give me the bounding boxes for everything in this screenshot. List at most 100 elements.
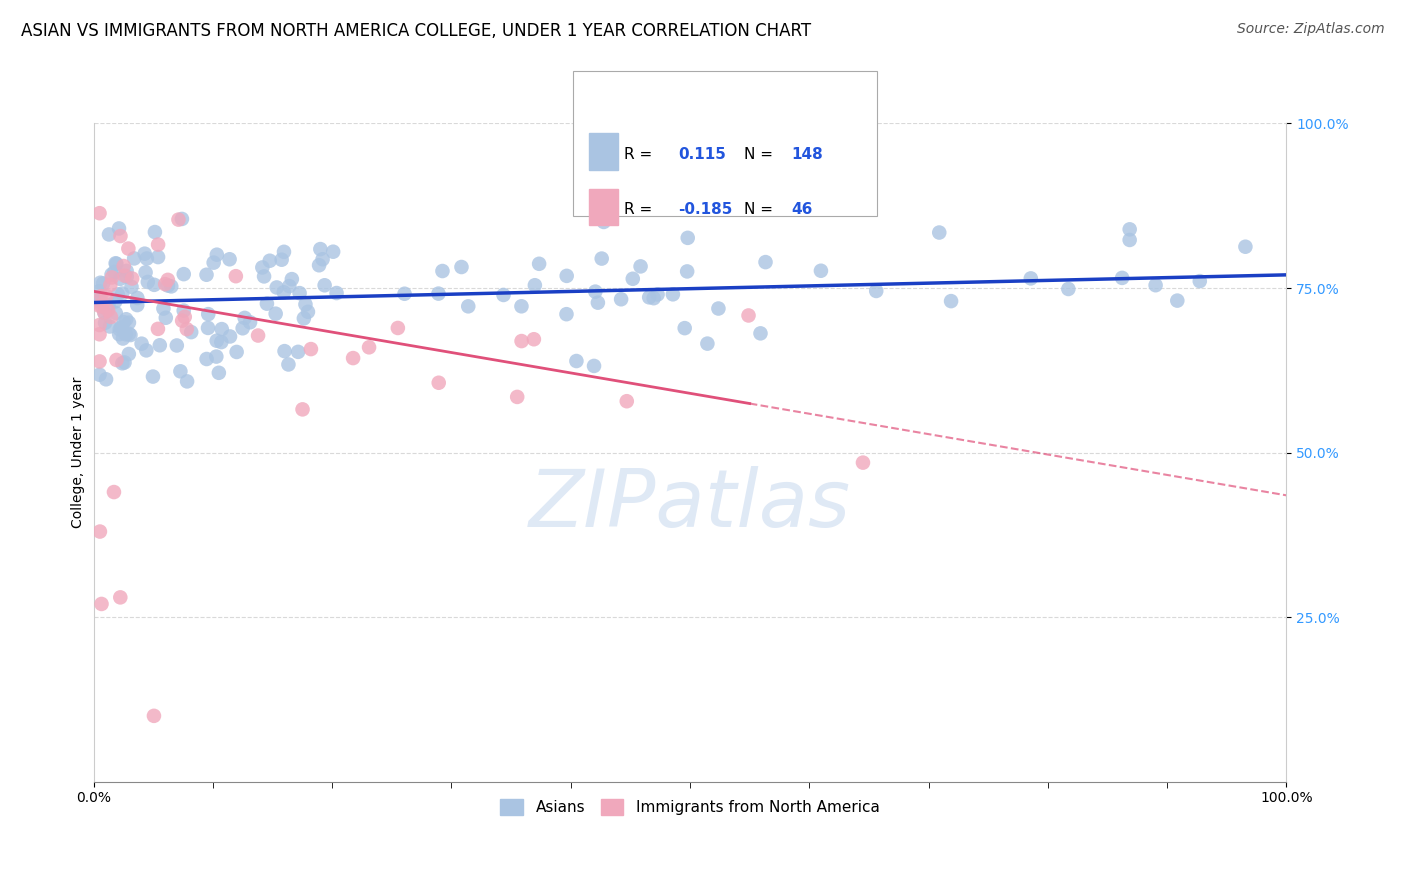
Point <box>136 275 159 289</box>
Point <box>308 258 330 272</box>
Point <box>676 231 699 245</box>
Point <box>112 315 135 329</box>
Point <box>89 368 111 382</box>
Point <box>89 294 111 309</box>
Point <box>754 255 776 269</box>
Point <box>111 356 134 370</box>
Y-axis label: College, Under 1 year: College, Under 1 year <box>72 377 86 528</box>
Point <box>156 278 179 293</box>
Text: R =: R = <box>624 202 658 218</box>
Point <box>135 265 157 279</box>
Bar <box>589 189 619 226</box>
Point <box>118 347 141 361</box>
Point <box>586 295 609 310</box>
Point <box>630 260 652 274</box>
Point <box>180 325 202 339</box>
Point <box>273 244 295 259</box>
Point <box>555 268 578 283</box>
Point <box>172 314 194 328</box>
Point <box>233 310 256 325</box>
Point <box>176 322 198 336</box>
Point <box>89 327 111 342</box>
Point <box>114 327 136 342</box>
Point <box>256 296 278 310</box>
Point <box>121 280 143 294</box>
Point <box>266 280 288 294</box>
Point <box>638 290 661 304</box>
Point <box>1057 282 1080 296</box>
Text: 46: 46 <box>792 202 813 218</box>
Point <box>104 256 127 270</box>
Point <box>510 334 533 348</box>
Point <box>117 242 139 256</box>
Point <box>103 485 125 500</box>
Point <box>90 289 112 303</box>
Point <box>111 286 134 301</box>
Point <box>1019 271 1042 285</box>
Point <box>115 312 138 326</box>
Point <box>314 278 336 293</box>
Point <box>253 269 276 284</box>
Point <box>325 286 347 301</box>
Point <box>647 287 669 301</box>
Point <box>156 273 179 287</box>
Point <box>111 332 134 346</box>
Point <box>93 306 115 320</box>
Point <box>173 303 195 318</box>
Point <box>252 260 274 275</box>
Point <box>662 287 685 301</box>
Point <box>450 260 472 274</box>
Text: 0.115: 0.115 <box>678 146 725 161</box>
FancyBboxPatch shape <box>574 70 877 216</box>
Point <box>167 212 190 227</box>
Point <box>195 268 218 282</box>
Point <box>810 264 832 278</box>
Point <box>169 364 191 378</box>
Point <box>259 253 281 268</box>
Point <box>621 272 644 286</box>
Point <box>1118 222 1140 236</box>
Point <box>120 328 142 343</box>
Point <box>225 345 247 359</box>
Point <box>273 344 295 359</box>
Point <box>610 292 633 306</box>
Point <box>342 351 364 365</box>
Point <box>142 709 165 723</box>
Point <box>127 291 149 305</box>
Point <box>173 267 195 281</box>
Point <box>112 259 135 273</box>
Point <box>100 268 122 282</box>
Point <box>110 591 132 605</box>
Point <box>291 402 314 417</box>
Point <box>205 350 228 364</box>
Point <box>135 252 157 266</box>
Point <box>115 269 138 284</box>
Point <box>277 358 299 372</box>
Point <box>737 309 759 323</box>
Point <box>89 276 111 290</box>
Point <box>118 326 141 341</box>
Point <box>104 294 127 309</box>
Text: ASIAN VS IMMIGRANTS FROM NORTH AMERICA COLLEGE, UNDER 1 YEAR CORRELATION CHART: ASIAN VS IMMIGRANTS FROM NORTH AMERICA C… <box>21 22 811 40</box>
Point <box>114 355 136 369</box>
Text: 148: 148 <box>792 146 823 161</box>
Point <box>166 338 188 352</box>
Point <box>89 299 111 313</box>
Point <box>457 299 479 313</box>
Point <box>152 301 174 316</box>
Point <box>149 338 172 352</box>
Point <box>146 237 169 252</box>
Point <box>121 271 143 285</box>
Point <box>208 366 231 380</box>
Point <box>281 272 304 286</box>
Point <box>239 315 262 329</box>
Point <box>98 319 121 334</box>
Point <box>1111 271 1133 285</box>
Point <box>173 310 195 324</box>
Point <box>195 351 218 366</box>
Text: N =: N = <box>744 146 773 161</box>
Point <box>278 279 301 293</box>
Point <box>299 342 322 356</box>
Point <box>394 286 416 301</box>
Point <box>89 290 111 304</box>
